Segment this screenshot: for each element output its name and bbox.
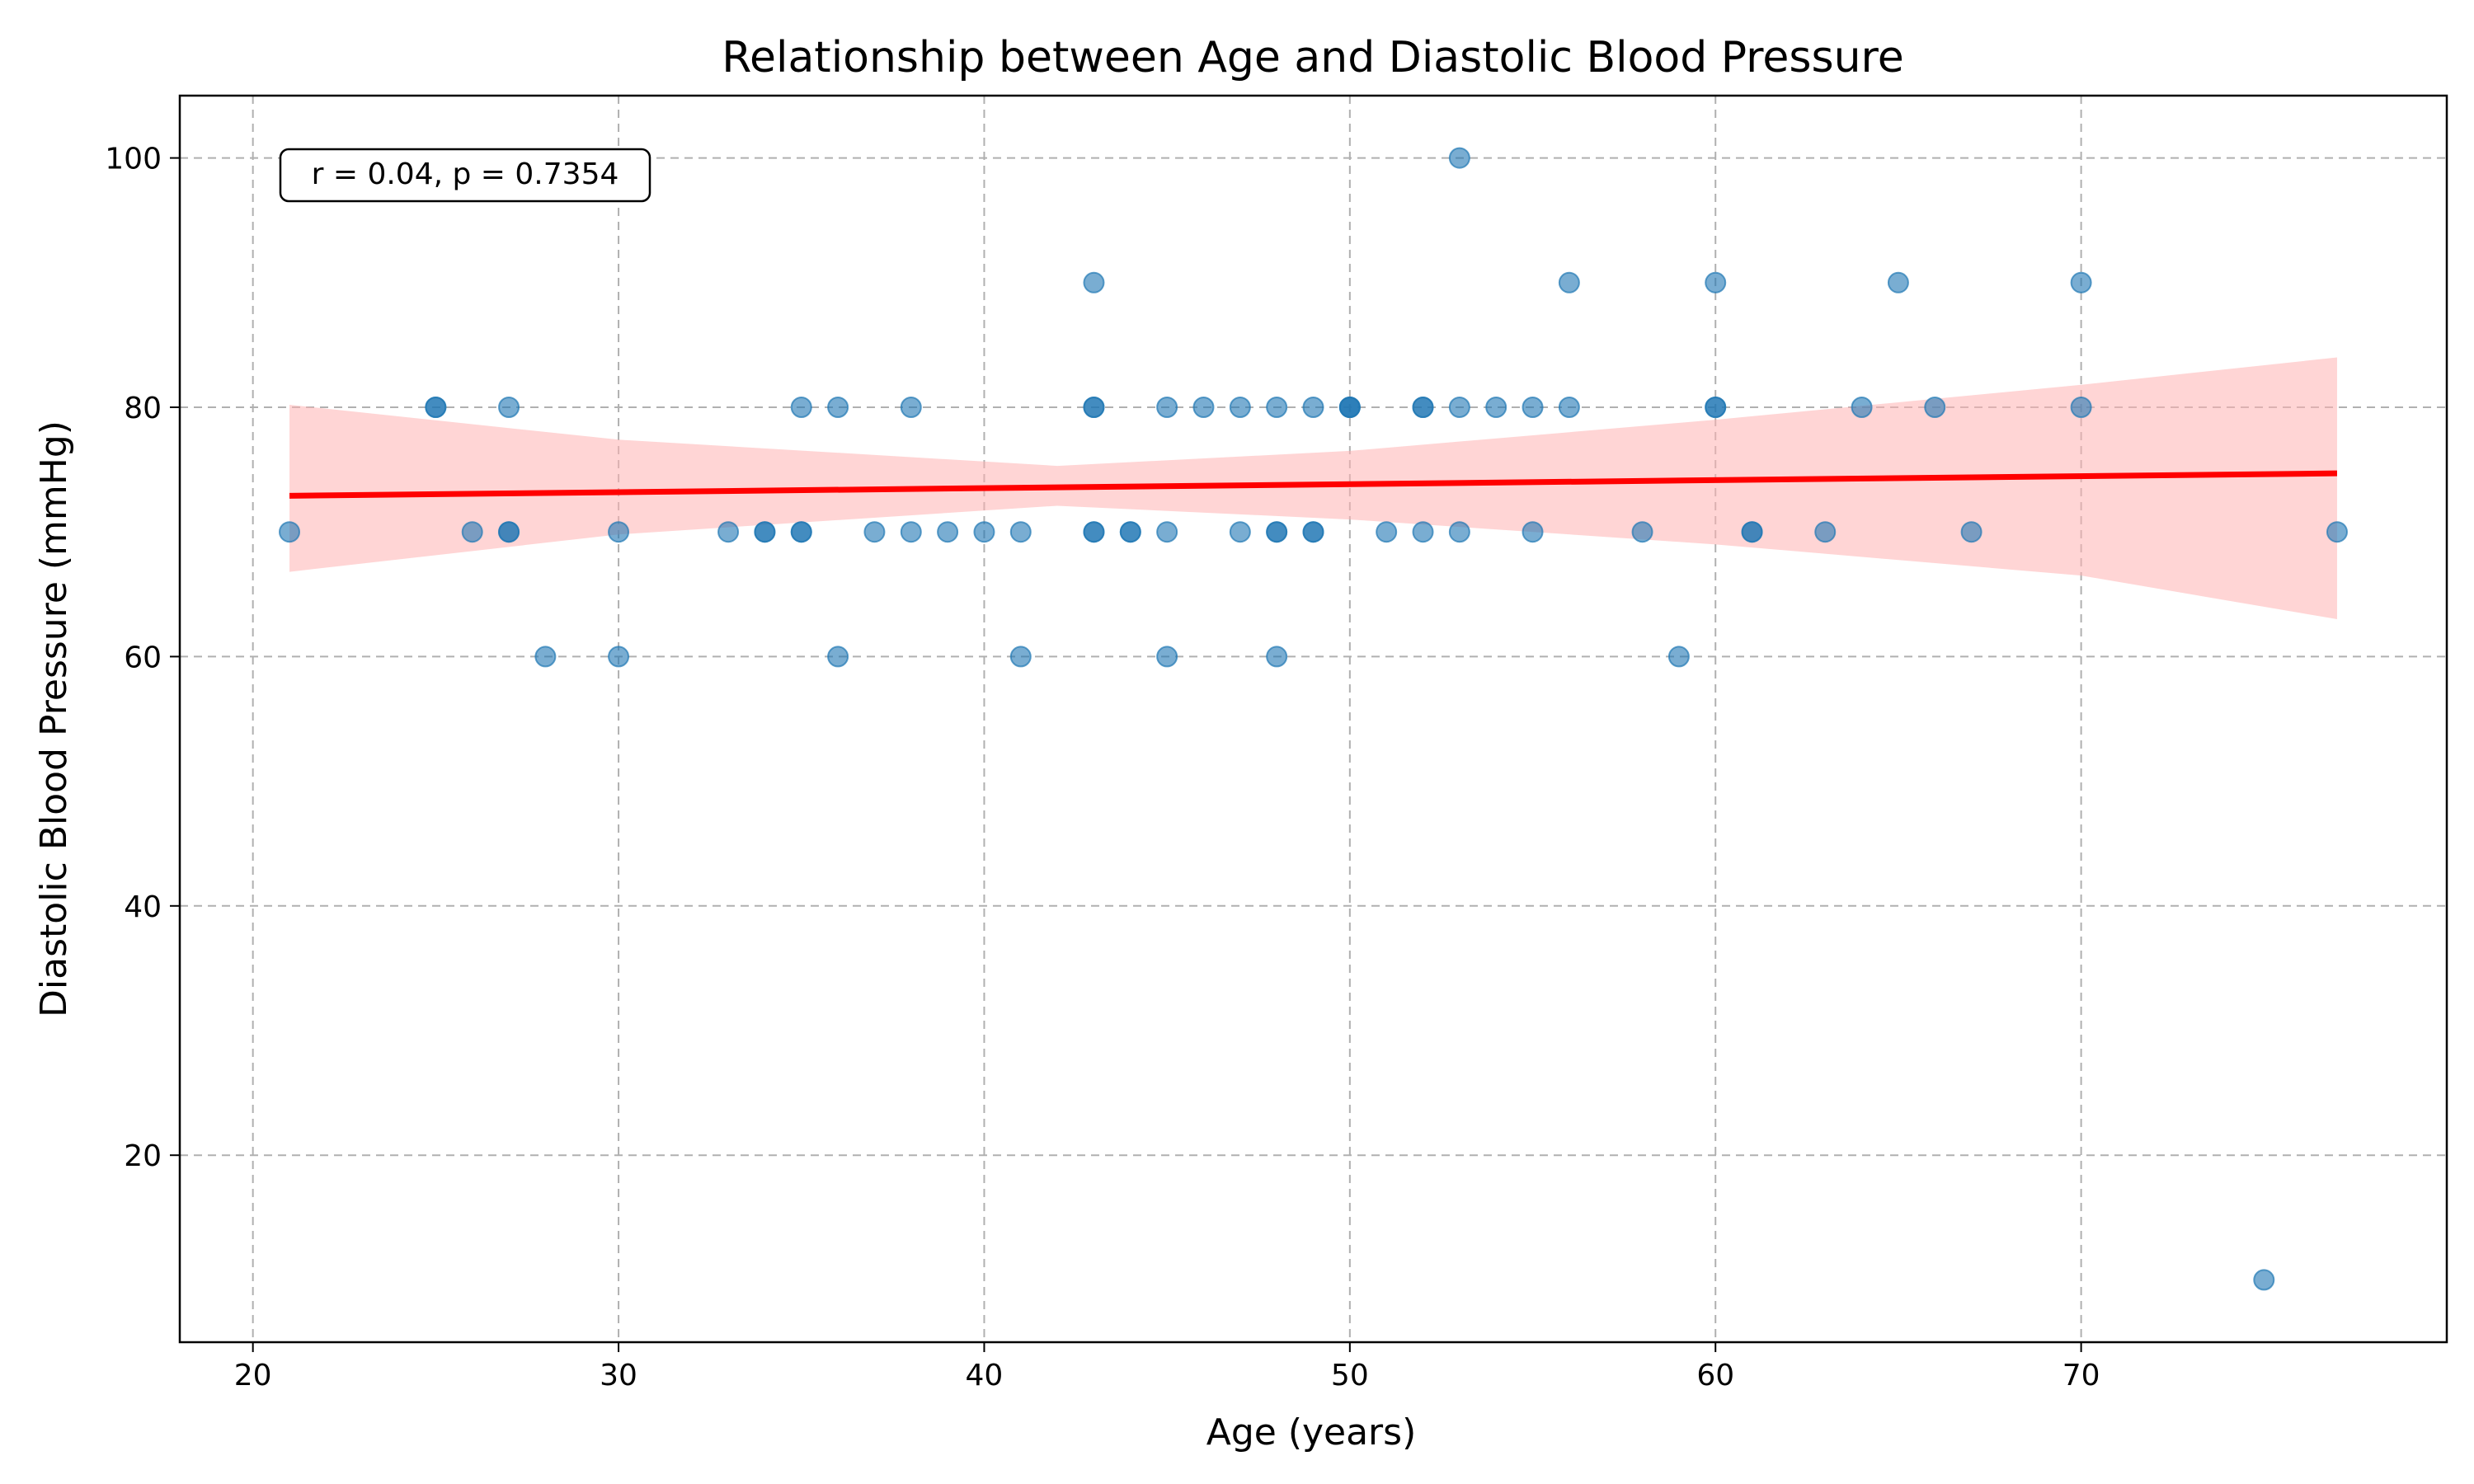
- x-tick-label: 30: [600, 1359, 637, 1392]
- data-point: [2253, 1269, 2275, 1291]
- data-point: [1338, 397, 1361, 418]
- data-point: [1667, 646, 1690, 668]
- data-point: [608, 521, 630, 543]
- x-tick-label: 60: [1696, 1359, 1734, 1392]
- data-point: [1448, 397, 1470, 418]
- y-tick-label: 60: [124, 641, 162, 674]
- data-point: [1229, 397, 1251, 418]
- regression-line: [289, 470, 2338, 499]
- y-axis-label: Diastolic Blood Pressure (mmHg): [33, 420, 75, 1017]
- data-point: [1814, 521, 1837, 543]
- data-point: [1960, 521, 1982, 543]
- data-point: [1412, 521, 1434, 543]
- data-point: [1522, 521, 1544, 543]
- data-point: [790, 521, 812, 543]
- data-point: [1083, 271, 1105, 294]
- x-tick-label: 40: [966, 1359, 1004, 1392]
- data-point: [1266, 397, 1288, 418]
- data-point: [973, 521, 995, 543]
- plot-frame: [178, 94, 2448, 1344]
- data-point: [1119, 521, 1141, 543]
- data-point: [1266, 521, 1288, 543]
- data-point: [1887, 271, 1909, 294]
- data-point: [1448, 521, 1470, 543]
- x-tick-label: 70: [2062, 1359, 2100, 1392]
- data-point: [1302, 397, 1324, 418]
- stats-annotation: r = 0.04, p = 0.7354: [279, 148, 651, 203]
- data-point: [1522, 397, 1544, 418]
- y-tick-label: 40: [124, 890, 162, 924]
- data-point: [1448, 147, 1470, 169]
- data-point: [1083, 397, 1105, 418]
- data-point: [1156, 646, 1178, 668]
- stats-annotation-text: r = 0.04, p = 0.7354: [312, 157, 619, 191]
- data-point: [2070, 397, 2092, 418]
- data-point: [1083, 521, 1105, 543]
- y-tick-label: 100: [105, 143, 162, 176]
- data-point: [1376, 521, 1398, 543]
- data-point: [608, 646, 630, 668]
- data-point: [1156, 521, 1178, 543]
- data-point: [534, 646, 557, 668]
- data-point: [1558, 397, 1580, 418]
- data-point: [863, 521, 886, 543]
- confidence-band-group: [289, 357, 2337, 620]
- data-point: [1741, 521, 1763, 543]
- data-point: [790, 397, 812, 418]
- x-axis-label: Age (years): [1206, 1411, 1417, 1453]
- data-point: [1229, 521, 1251, 543]
- data-point: [498, 521, 520, 543]
- data-point: [1558, 271, 1580, 294]
- data-point: [754, 521, 776, 543]
- data-point: [461, 521, 483, 543]
- data-point: [1412, 397, 1434, 418]
- data-point: [1266, 646, 1288, 668]
- data-point: [717, 521, 740, 543]
- confidence-band: [289, 357, 2337, 620]
- data-point: [2070, 271, 2092, 294]
- data-point: [2326, 521, 2348, 543]
- stats-annotation-box: [279, 148, 651, 203]
- data-point: [827, 397, 849, 418]
- data-point: [498, 397, 520, 418]
- data-point: [1631, 521, 1653, 543]
- data-point: [1156, 397, 1178, 418]
- data-points: [279, 147, 2348, 1291]
- data-point: [1009, 646, 1032, 668]
- data-point: [279, 521, 301, 543]
- data-point: [900, 521, 922, 543]
- y-axis-ticks: 20 40 60 80 100: [105, 143, 180, 1173]
- regression-line-group: [289, 470, 2338, 499]
- data-point: [1851, 397, 1873, 418]
- data-point: [900, 397, 922, 418]
- data-point: [1924, 397, 1946, 418]
- data-point: [1705, 397, 1727, 418]
- data-point: [1192, 397, 1215, 418]
- data-point: [1302, 521, 1324, 543]
- data-point: [827, 646, 849, 668]
- y-tick-label: 80: [124, 392, 162, 425]
- y-tick-label: 20: [124, 1139, 162, 1173]
- x-axis-ticks: 20 30 40 50 60 70: [234, 1342, 2100, 1392]
- grid-lines: [180, 96, 2447, 1342]
- chart-title: Relationship between Age and Diastolic B…: [722, 33, 1904, 82]
- x-tick-label: 20: [234, 1359, 272, 1392]
- data-point: [1705, 271, 1727, 294]
- data-point: [1485, 397, 1507, 418]
- data-point: [937, 521, 959, 543]
- data-point: [425, 397, 447, 418]
- data-point: [1009, 521, 1032, 543]
- x-tick-label: 50: [1331, 1359, 1369, 1392]
